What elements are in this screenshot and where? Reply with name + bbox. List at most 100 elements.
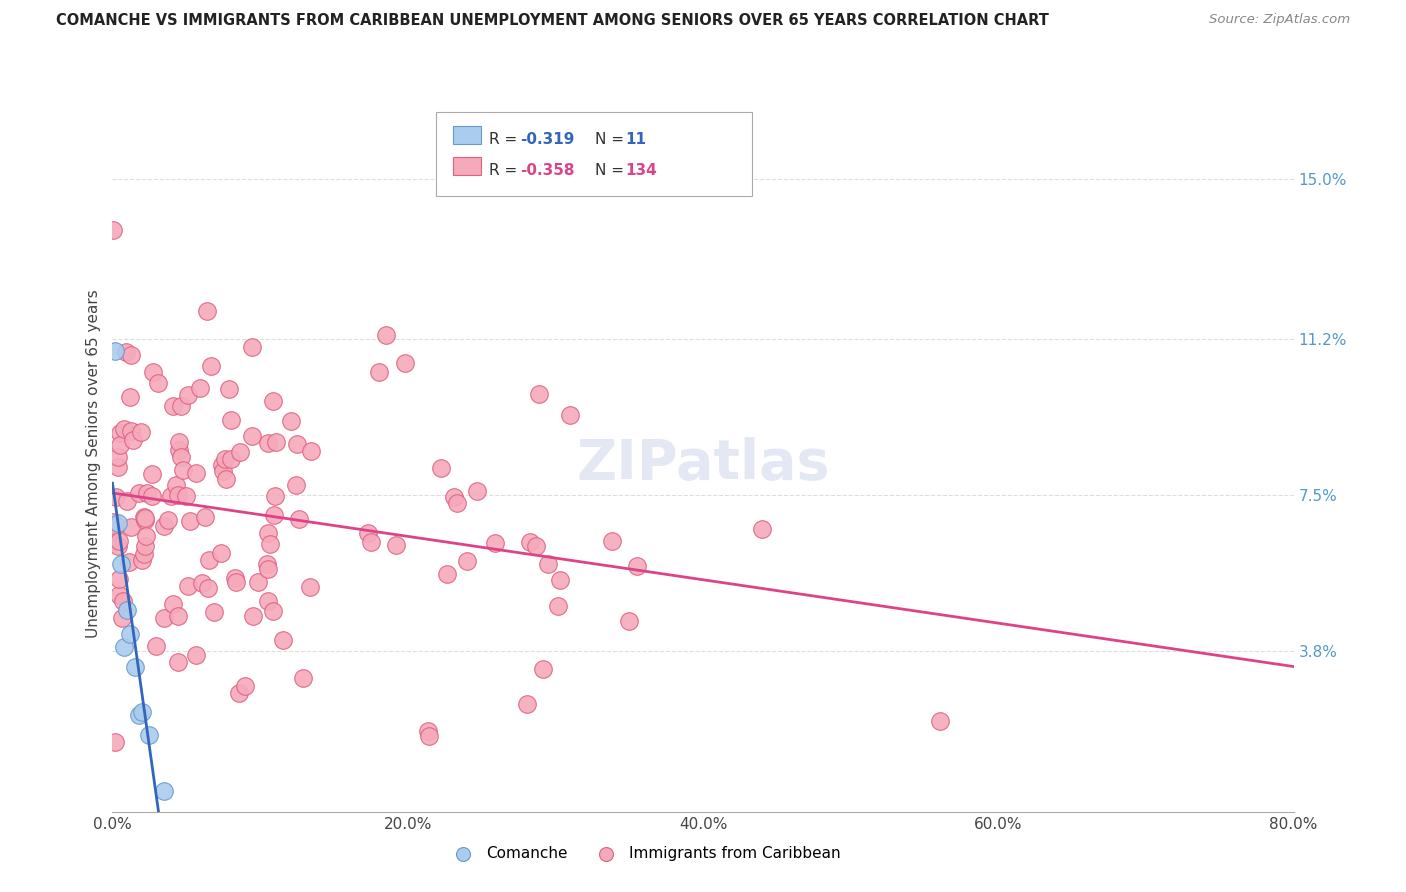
Point (117, 603, 138, 617)
Point (134, 511, 156, 525)
Point (120, 424, 142, 438)
Point (162, 399, 184, 413)
Point (136, 485, 159, 500)
Point (142, 365, 165, 379)
Point (112, 640, 135, 654)
Point (141, 489, 163, 503)
Y-axis label: Unemployment Among Seniors over 65 years: Unemployment Among Seniors over 65 years (86, 290, 101, 638)
Point (257, 562, 280, 576)
Point (262, 604, 284, 618)
Point (194, 510, 217, 524)
Point (465, 483, 488, 498)
Point (484, 536, 506, 550)
Point (263, 508, 285, 522)
Point (228, 686, 250, 700)
Point (107, 460, 129, 475)
Point (200, 359, 222, 374)
Point (418, 724, 440, 739)
Point (153, 518, 176, 533)
Point (256, 558, 278, 572)
Point (120, 627, 142, 641)
Point (299, 444, 322, 458)
Point (299, 580, 322, 594)
Text: N =: N = (595, 132, 628, 147)
Point (225, 574, 247, 589)
Point (177, 388, 200, 402)
Point (456, 554, 478, 568)
Text: COMANCHE VS IMMIGRANTS FROM CARIBBEAN UNEMPLOYMENT AMONG SENIORS OVER 65 YEARS C: COMANCHE VS IMMIGRANTS FROM CARIBBEAN UN… (56, 13, 1049, 29)
Point (108, 533, 131, 548)
Point (103, 533, 125, 548)
Point (167, 609, 190, 624)
Point (132, 510, 155, 524)
Point (211, 458, 233, 473)
Point (443, 490, 465, 504)
Point (129, 425, 152, 439)
Point (418, 730, 440, 744)
Point (184, 466, 207, 480)
Point (104, 490, 127, 504)
Point (446, 496, 468, 510)
Point (170, 450, 193, 464)
Point (128, 486, 150, 500)
Point (131, 705, 153, 719)
Point (186, 648, 208, 663)
Point (159, 489, 181, 503)
Point (256, 436, 278, 450)
Point (259, 537, 281, 551)
Point (291, 671, 314, 685)
Point (928, 714, 950, 728)
Point (120, 348, 142, 362)
Point (107, 450, 129, 465)
Point (257, 593, 280, 607)
Point (118, 555, 141, 569)
Point (224, 571, 246, 585)
Point (145, 639, 167, 653)
Point (172, 463, 194, 477)
Point (131, 553, 153, 567)
Point (134, 547, 156, 561)
Point (166, 488, 188, 502)
Point (134, 539, 156, 553)
Text: -0.319: -0.319 (520, 132, 575, 147)
Point (188, 381, 211, 395)
Point (112, 422, 135, 436)
Text: -0.358: -0.358 (520, 163, 575, 178)
Text: 11: 11 (626, 132, 647, 147)
Point (101, 515, 124, 529)
Point (165, 478, 187, 492)
Point (107, 588, 129, 602)
Text: 134: 134 (626, 163, 658, 178)
Point (617, 615, 640, 629)
Point (287, 512, 309, 526)
Point (527, 387, 550, 401)
Point (105, 518, 128, 533)
Point (128, 707, 150, 722)
Point (195, 303, 218, 318)
Point (375, 328, 398, 343)
Text: R =: R = (489, 132, 523, 147)
Legend: Comanche, Immigrants from Caribbean: Comanche, Immigrants from Caribbean (441, 839, 846, 867)
Point (242, 609, 264, 624)
Point (134, 513, 156, 527)
Point (228, 445, 250, 459)
Point (436, 566, 458, 581)
Point (285, 437, 308, 451)
Point (162, 597, 184, 611)
Point (211, 464, 233, 478)
Point (108, 572, 131, 586)
Point (547, 599, 569, 614)
Point (271, 633, 294, 648)
Point (357, 526, 380, 541)
Point (157, 513, 180, 527)
Point (104, 735, 127, 749)
Point (115, 344, 138, 359)
Point (170, 399, 193, 413)
Point (240, 340, 263, 354)
Point (219, 413, 242, 427)
Point (519, 535, 541, 549)
Point (285, 477, 308, 491)
Point (138, 728, 160, 742)
Point (141, 467, 163, 482)
Point (516, 697, 538, 711)
